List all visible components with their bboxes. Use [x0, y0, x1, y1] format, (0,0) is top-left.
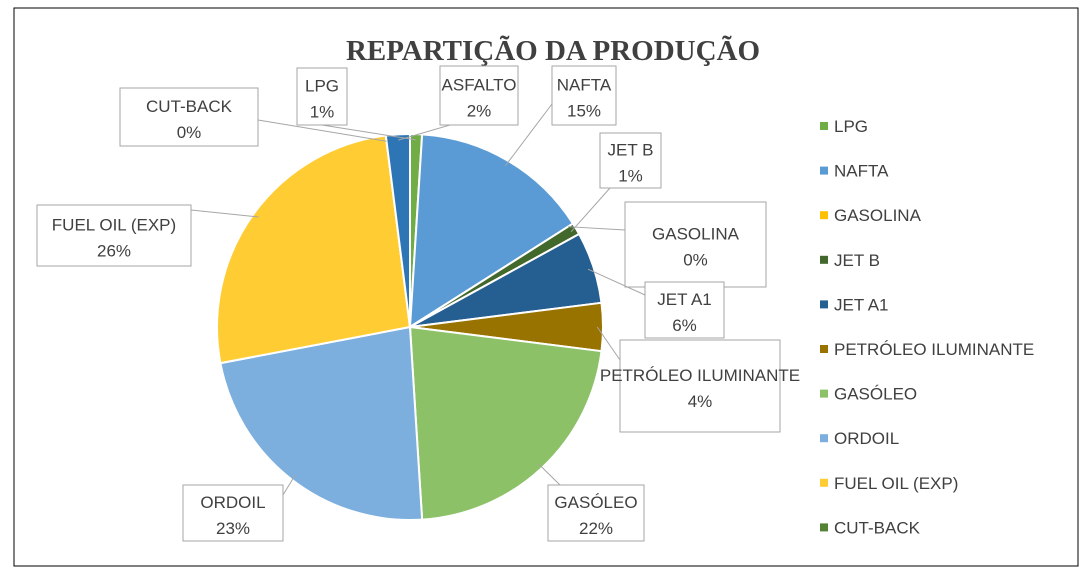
pie-slice [408, 133, 575, 329]
legend-label: JET A1 [834, 295, 889, 314]
legend-label: JET B [834, 251, 880, 270]
leader-line [504, 99, 556, 167]
data-label-category: GASÓLEO [554, 493, 637, 512]
leader-line [596, 326, 621, 361]
legend-swatch [820, 166, 828, 175]
data-label-box [599, 132, 662, 189]
legend-label: LPG [834, 117, 868, 136]
data-label-value: 2% [467, 102, 492, 121]
data-label-value: 26% [97, 242, 131, 261]
data-label-value: 15% [567, 102, 601, 121]
data-label-category: FUEL OIL (EXP) [52, 216, 176, 235]
legend-label: GASOLINA [834, 206, 922, 225]
data-label-box [296, 67, 348, 126]
legend-label: FUEL OIL (EXP) [834, 474, 958, 493]
pie-slice [216, 134, 412, 365]
data-label-box [119, 87, 259, 147]
data-label-category: ASFALTO [442, 76, 517, 95]
data-label-value: 22% [579, 519, 613, 538]
data-label-box [36, 204, 192, 267]
leader-line [190, 209, 259, 218]
data-label-category: CUT-BACK [146, 97, 233, 116]
legend-swatch [820, 300, 828, 309]
data-label-value: 6% [672, 316, 697, 335]
leader-line [398, 124, 451, 141]
chart-title: REPARTIÇÃO DA PRODUÇÃO [346, 34, 760, 67]
leader-line [321, 124, 416, 141]
leader-line [257, 119, 387, 142]
data-label-category: ORDOIL [200, 493, 265, 512]
data-label-box [619, 339, 781, 433]
leader-line [570, 187, 611, 233]
legend-swatch [820, 478, 828, 487]
data-label-category: LPG [305, 77, 339, 96]
legend-label: CUT-BACK [834, 518, 921, 537]
legend-swatch [820, 434, 828, 443]
legend-swatch [820, 345, 828, 353]
leader-line [282, 474, 296, 496]
legend-swatch [820, 523, 828, 532]
legend-label: PETRÓLEO ILUMINANTE [834, 340, 1034, 359]
leader-line [537, 463, 561, 486]
data-label-category: JET A1 [657, 290, 712, 309]
data-label-category: JET B [608, 141, 654, 160]
legend-label: ORDOIL [834, 429, 899, 448]
legend-swatch [820, 389, 828, 398]
legend-label: GASÓLEO [834, 385, 917, 404]
data-label-value: 23% [216, 519, 250, 538]
pie-slice [219, 325, 424, 521]
legend-swatch [820, 255, 828, 264]
data-label-value: 0% [177, 123, 202, 142]
leader-line [568, 226, 626, 231]
pie [216, 132, 604, 521]
data-label-box [182, 484, 284, 542]
data-label-value: 4% [688, 392, 713, 411]
data-label-box [439, 65, 519, 126]
legend-label: NAFTA [834, 162, 889, 181]
data-label-value: 1% [618, 167, 643, 186]
data-label-category: GASOLINA [652, 225, 740, 244]
data-label-box [551, 65, 617, 126]
legend-swatch [820, 211, 828, 220]
data-label-box [624, 201, 767, 288]
data-label-box [644, 281, 725, 339]
data-label-box [547, 484, 645, 542]
leader-line [587, 268, 646, 296]
data-label-category: PETRÓLEO ILUMINANTE [600, 366, 800, 385]
data-label-value: 1% [310, 103, 335, 122]
data-label-category: NAFTA [557, 76, 612, 95]
data-label-value: 0% [683, 251, 708, 270]
legend-swatch [820, 122, 828, 130]
